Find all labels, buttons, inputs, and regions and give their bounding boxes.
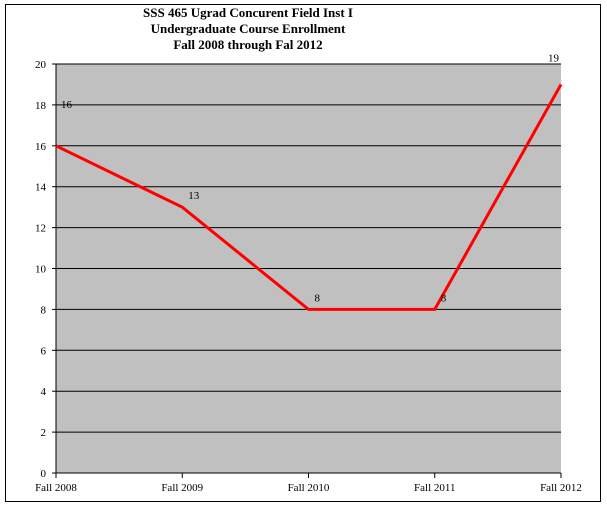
x-tick-label: Fall 2012	[540, 482, 582, 494]
data-label: 16	[61, 99, 73, 111]
y-axis-ticks: 0 2 4 6 8 10 12 14 16 18 20	[35, 59, 56, 480]
gridlines	[56, 63, 561, 474]
y-tick-label: 18	[35, 100, 47, 112]
y-tick-label: 12	[35, 223, 46, 235]
data-label: 8	[441, 292, 447, 304]
y-tick-label: 4	[41, 386, 47, 398]
y-tick-label: 0	[41, 468, 47, 480]
y-tick-label: 20	[35, 59, 47, 71]
y-tick-label: 16	[35, 141, 47, 153]
chart-title-line-3: Fall 2008 through Fal 2012	[173, 37, 322, 52]
chart-title: SSS 465 Ugrad Concurent Field Inst I Und…	[143, 5, 353, 52]
x-tick-label: Fall 2008	[35, 482, 77, 494]
y-tick-label: 8	[41, 304, 47, 316]
x-axis-ticks: Fall 2008 Fall 2009 Fall 2010 Fall 2011 Fall…	[35, 473, 582, 494]
chart-title-line-2: Undergraduate Course Enrollment	[151, 21, 346, 36]
y-tick-label: 14	[35, 182, 47, 194]
y-tick-label: 6	[41, 345, 47, 357]
data-label: 13	[188, 190, 200, 202]
data-label: 8	[315, 292, 321, 304]
data-label: 19	[548, 52, 560, 64]
y-tick-label: 2	[41, 427, 47, 439]
x-tick-label: Fall 2011	[414, 482, 455, 494]
series-group	[55, 83, 563, 311]
y-tick-label: 10	[35, 264, 47, 276]
chart-title-line-1: SSS 465 Ugrad Concurent Field Inst I	[143, 5, 353, 20]
x-tick-label: Fall 2009	[161, 482, 203, 494]
data-labels: 16 13 8 8 19	[61, 52, 560, 304]
x-tick-label: Fall 2010	[288, 482, 330, 494]
